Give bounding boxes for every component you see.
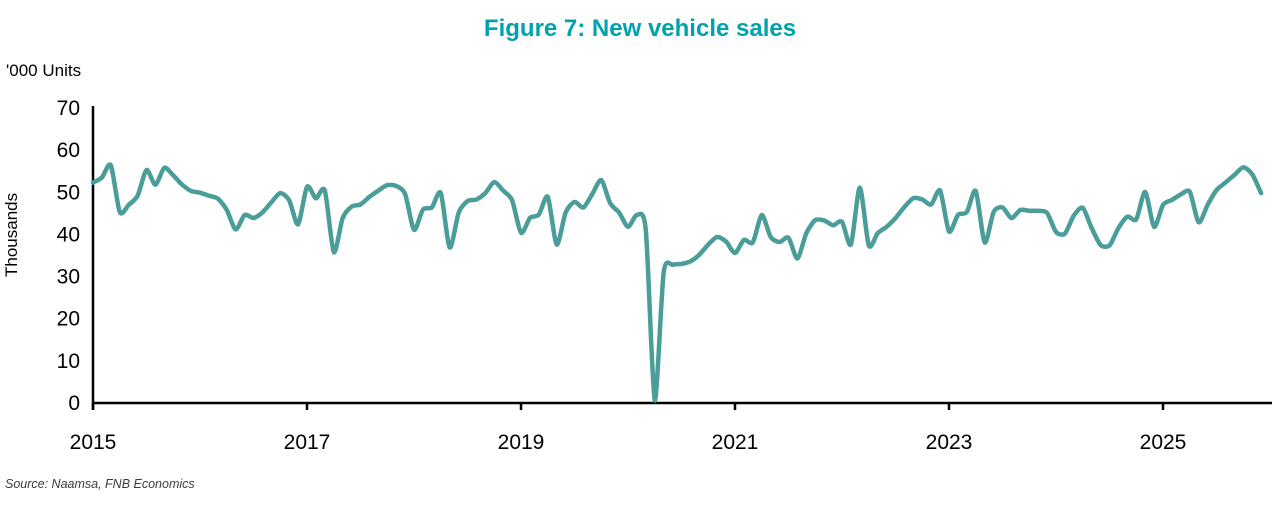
source-note: Source: Naamsa, FNB Economics xyxy=(5,477,195,491)
y-axis-tick-label: 50 xyxy=(57,181,80,204)
y-axis-tick-label: 40 xyxy=(57,223,80,246)
y-axis-tick-label: 60 xyxy=(57,139,80,162)
y-axis-tick-label: 20 xyxy=(57,308,80,331)
chart-title: Figure 7: New vehicle sales xyxy=(483,15,797,42)
x-axis-tick-label: 2017 xyxy=(284,431,331,454)
y-axis-tick-label: 70 xyxy=(57,97,80,120)
x-axis-tick-label: 2023 xyxy=(926,431,973,454)
y-axis-tick-label: 30 xyxy=(57,266,80,289)
x-axis-tick-label: 2025 xyxy=(1140,431,1187,454)
y-axis-tick-label: 10 xyxy=(57,350,80,373)
y-axis-tick-label: 0 xyxy=(68,392,80,415)
x-axis-tick-label: 2019 xyxy=(498,431,545,454)
x-axis-tick-label: 2021 xyxy=(712,431,759,454)
y-axis-units-label: '000 Units xyxy=(6,61,82,80)
x-axis-tick-label: 2015 xyxy=(70,431,117,454)
sales-data-line xyxy=(90,162,1264,403)
